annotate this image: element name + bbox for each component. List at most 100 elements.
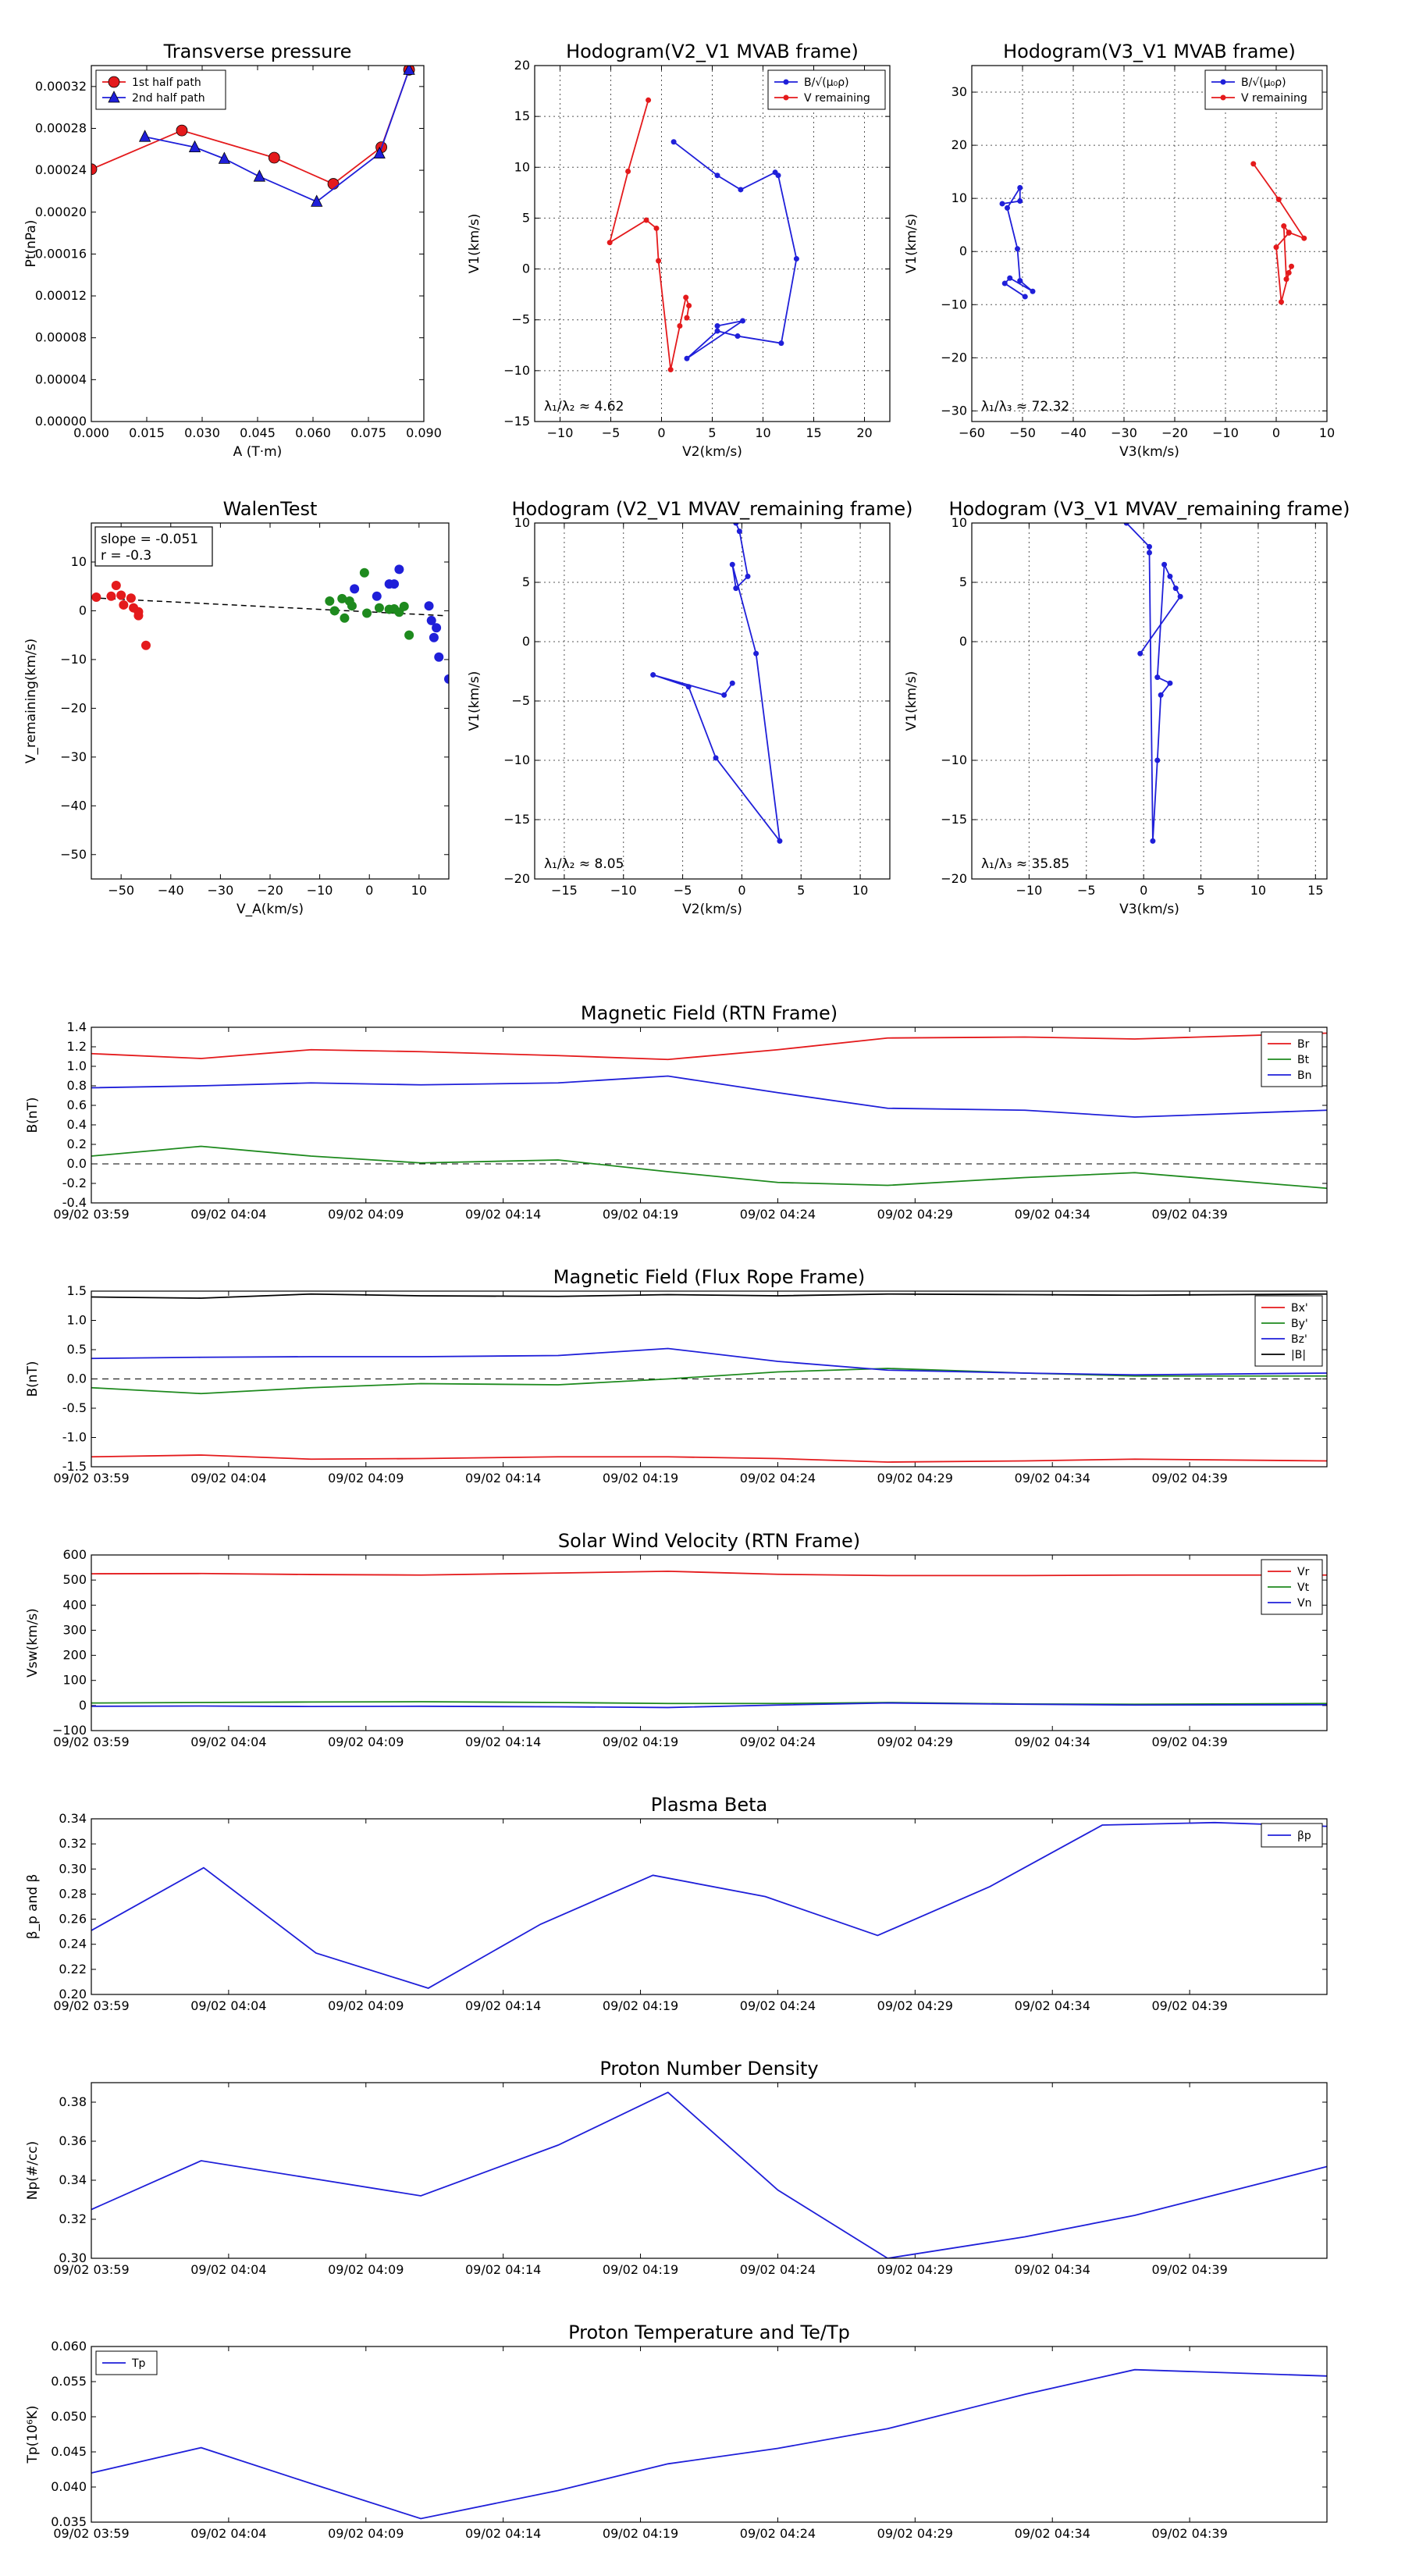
- data-point-2: [268, 151, 280, 164]
- x-tick-label: −10: [547, 425, 574, 440]
- data-point-11: [714, 323, 720, 329]
- x-axis-label: A (T·m): [233, 444, 283, 460]
- data-point-7: [374, 603, 384, 613]
- data-point-2: [745, 573, 751, 579]
- x-tick-label: 0: [1272, 425, 1280, 440]
- y-tick-label: −20: [941, 871, 967, 886]
- series-By': [91, 1368, 1327, 1395]
- y-tick-label: 0.00004: [35, 372, 87, 386]
- plot-frame: [91, 65, 425, 422]
- data-point-1: [736, 528, 742, 535]
- data-point-4: [311, 194, 323, 207]
- data-point-10: [740, 318, 745, 324]
- y-tick-label: 0.36: [59, 2133, 87, 2148]
- y-tick-label: 0.00012: [35, 288, 87, 303]
- y-tick-label: 0.8: [67, 1078, 87, 1093]
- series-Bx': [91, 1454, 1327, 1463]
- x-tick-label: 5: [1197, 883, 1204, 898]
- legend-box: [1254, 1295, 1323, 1367]
- data-point-11: [399, 601, 409, 611]
- plot-area: [91, 1570, 1327, 1709]
- x-tick-label: 09/02 04:39: [1151, 1998, 1227, 2013]
- data-point-5: [126, 593, 136, 603]
- data-point-5: [373, 146, 386, 159]
- x-tick-label: 0: [657, 425, 665, 440]
- chart-title: Plasma Beta: [651, 1794, 767, 1816]
- series-line: [91, 2091, 1327, 2258]
- data-point-9: [1167, 573, 1173, 579]
- legend-label: Bt: [1297, 1054, 1310, 1066]
- data-point-3: [1005, 205, 1010, 211]
- panel-bfield: Magnetic Field (RTN Frame) 09/02 03:59 09/…: [25, 1002, 1328, 1222]
- series-βp: [91, 1821, 1327, 1989]
- data-point-2: [1147, 550, 1152, 556]
- data-point-9: [650, 672, 656, 678]
- data-point-7: [1007, 275, 1013, 281]
- y-tick-label: 300: [62, 1622, 87, 1637]
- y-tick-label: 0.00000: [35, 414, 87, 429]
- series-line: [91, 1454, 1327, 1463]
- plot-frame: [91, 1554, 1328, 1731]
- series-line: [91, 2368, 1327, 2520]
- series-line: [673, 141, 798, 359]
- y-axis-label: Tp(10⁶K): [25, 2405, 41, 2464]
- series-Bn: [91, 1075, 1327, 1118]
- y-tick-label: −20: [503, 871, 530, 886]
- legend-box: [95, 69, 226, 110]
- series-Vn: [91, 1702, 1327, 1709]
- series-line: [91, 1145, 1327, 1190]
- data-point-1: [372, 591, 382, 601]
- data-point-6: [403, 66, 415, 75]
- y-tick-label: 500: [62, 1572, 87, 1587]
- data-point-10: [1286, 229, 1292, 236]
- x-tick-label: 09/02 04:19: [603, 1735, 678, 1749]
- data-point-3: [733, 585, 739, 592]
- ratio-annotation: λ₁/λ₃ ≈ 35.85: [981, 856, 1069, 872]
- x-tick-label: 09/02 04:09: [328, 2262, 404, 2277]
- legend-label: V remaining: [804, 92, 870, 105]
- data-point-6: [778, 340, 784, 347]
- plot-area: [999, 161, 1307, 305]
- x-tick-label: 09/02 04:29: [877, 1998, 953, 2013]
- chart-title: Hodogram (V2_V1 MVAV_remaining frame): [511, 498, 912, 520]
- x-tick-label: 09/02 04:04: [190, 2526, 266, 2541]
- data-point-5: [793, 256, 799, 262]
- x-tick-label: −20: [257, 883, 283, 898]
- x-tick-label: 09/02 04:14: [465, 2526, 541, 2541]
- y-tick-label: 10: [951, 515, 967, 530]
- data-point-7: [677, 323, 683, 329]
- x-tick-label: 0.045: [240, 425, 276, 440]
- data-point-8: [429, 632, 439, 642]
- data-point-9: [1022, 294, 1028, 300]
- y-axis-label: V1(km/s): [904, 214, 919, 274]
- x-tick-label: 15: [806, 425, 821, 440]
- plot-area: [91, 1821, 1327, 1989]
- x-tick-label: −5: [674, 883, 692, 898]
- x-tick-label: −30: [1111, 425, 1137, 440]
- x-tick-label: 09/02 03:59: [53, 1207, 129, 1222]
- x-tick-label: 09/02 04:09: [328, 1471, 404, 1485]
- x-tick-label: 09/02 04:29: [877, 2262, 953, 2277]
- x-tick-label: −10: [1016, 883, 1043, 898]
- ratio-annotation: λ₁/λ₂ ≈ 4.62: [544, 399, 624, 415]
- data-point-10: [444, 674, 449, 684]
- y-tick-label: -0.4: [62, 1195, 87, 1210]
- ratio-annotation: λ₁/λ₂ ≈ 8.05: [544, 856, 624, 872]
- y-tick-label: 0.00032: [35, 79, 87, 94]
- y-tick-label: −30: [60, 749, 87, 764]
- x-tick-label: 09/02 03:59: [53, 1998, 129, 2013]
- fit-line: [91, 597, 444, 617]
- data-point-1: [188, 140, 201, 153]
- x-tick-label: 09/02 04:19: [603, 1998, 678, 2013]
- data-point-4: [1281, 223, 1287, 229]
- legend-box: [1261, 1031, 1323, 1087]
- series-line: [91, 1368, 1327, 1395]
- y-tick-label: 0.30: [59, 1861, 87, 1876]
- chart-title: Solar Wind Velocity (RTN Frame): [558, 1530, 860, 1552]
- plot-area: [91, 2091, 1327, 2258]
- y-tick-label: −50: [60, 847, 87, 862]
- y-tick-label: −10: [941, 753, 967, 767]
- legend-label: V remaining: [1241, 92, 1307, 105]
- x-tick-label: 10: [852, 883, 868, 898]
- legend-label: Vt: [1297, 1582, 1310, 1594]
